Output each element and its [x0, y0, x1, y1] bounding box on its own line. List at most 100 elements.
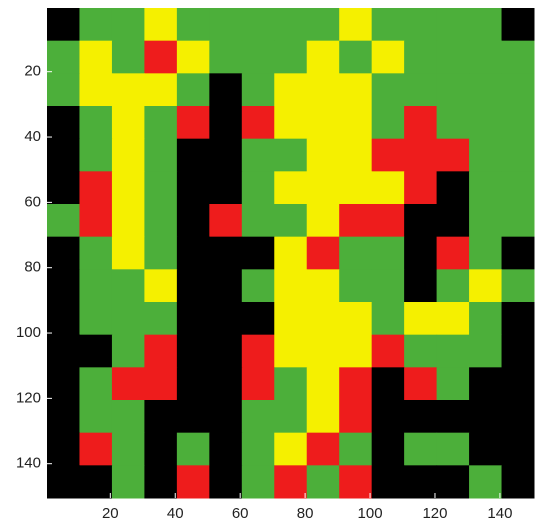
pixel: [404, 236, 438, 270]
x-tick-label: 60: [232, 505, 249, 522]
pixel: [111, 400, 145, 434]
pixel: [241, 73, 275, 107]
y-tick-label: 120: [16, 389, 41, 406]
pixel: [404, 367, 438, 401]
pixel: [47, 367, 80, 401]
pixel: [436, 302, 470, 336]
pixel: [404, 138, 438, 172]
pixel: [79, 8, 113, 42]
pixel: [144, 204, 178, 238]
pixel: [274, 73, 308, 107]
pixel: [176, 236, 210, 270]
pixel: [274, 269, 308, 303]
pixel: [79, 400, 113, 434]
x-tick-label: 80: [297, 505, 314, 522]
pixel: [469, 171, 503, 205]
pixel: [469, 236, 503, 270]
pixel: [209, 465, 243, 499]
pixel: [241, 40, 275, 74]
pixel: [469, 138, 503, 172]
pixel: [339, 106, 373, 140]
pixel: [176, 465, 210, 499]
pixel: [47, 236, 80, 270]
pixel: [306, 465, 340, 499]
pixel: [176, 204, 210, 238]
pixel: [111, 73, 145, 107]
pixel: [371, 400, 405, 434]
pixel: [209, 8, 243, 42]
x-tick-label: 140: [487, 505, 512, 522]
pixel: [144, 236, 178, 270]
pixel: [306, 269, 340, 303]
y-tick-label: 100: [16, 324, 41, 341]
pixel: [501, 73, 535, 107]
pixel: [274, 367, 308, 401]
y-tick-label: 80: [24, 259, 41, 276]
pixel: [404, 432, 438, 466]
pixel: [79, 432, 113, 466]
pixel: [274, 40, 308, 74]
pixel: [144, 8, 178, 42]
pixel: [111, 106, 145, 140]
pixel: [241, 138, 275, 172]
pixel: [209, 302, 243, 336]
y-tick-label: 140: [16, 455, 41, 472]
pixel: [111, 40, 145, 74]
pixel: [339, 204, 373, 238]
pixel: [339, 138, 373, 172]
pixel: [274, 236, 308, 270]
pixel: [306, 236, 340, 270]
pixel: [469, 106, 503, 140]
pixel: [501, 40, 535, 74]
pixel: [274, 138, 308, 172]
pixel: [371, 465, 405, 499]
pixel: [176, 8, 210, 42]
pixel: [436, 8, 470, 42]
pixel: [241, 367, 275, 401]
pixel: [501, 106, 535, 140]
pixel: [339, 334, 373, 368]
pixel: [469, 204, 503, 238]
pixel: [501, 8, 535, 42]
pixel: [209, 367, 243, 401]
pixel: [209, 432, 243, 466]
pixel: [274, 106, 308, 140]
pixel: [144, 465, 178, 499]
pixel: [469, 367, 503, 401]
pixel: [274, 400, 308, 434]
pixel: [371, 334, 405, 368]
pixel: [436, 40, 470, 74]
pixel: [469, 302, 503, 336]
y-tick-label: 40: [24, 128, 41, 145]
pixel: [176, 302, 210, 336]
pixel: [339, 8, 373, 42]
pixel: [47, 106, 80, 140]
pixel: [339, 73, 373, 107]
pixel: [241, 302, 275, 336]
pixel: [404, 8, 438, 42]
pixel: [79, 269, 113, 303]
pixel: [306, 400, 340, 434]
pixel: [47, 465, 80, 499]
pixel: [209, 334, 243, 368]
pixel: [371, 40, 405, 74]
pixel: [144, 73, 178, 107]
pixel: [241, 236, 275, 270]
pixel: [241, 106, 275, 140]
pixel: [47, 73, 80, 107]
pixel: [111, 367, 145, 401]
pixel: [501, 138, 535, 172]
pixel: [176, 432, 210, 466]
pixel: [306, 171, 340, 205]
pixel: [436, 432, 470, 466]
pixel: [209, 106, 243, 140]
pixel: [404, 171, 438, 205]
pixel: [111, 334, 145, 368]
pixel: [144, 138, 178, 172]
pixel: [47, 400, 80, 434]
pixel: [79, 204, 113, 238]
pixel: [241, 334, 275, 368]
x-tick-label: 20: [102, 505, 119, 522]
pixel: [306, 8, 340, 42]
